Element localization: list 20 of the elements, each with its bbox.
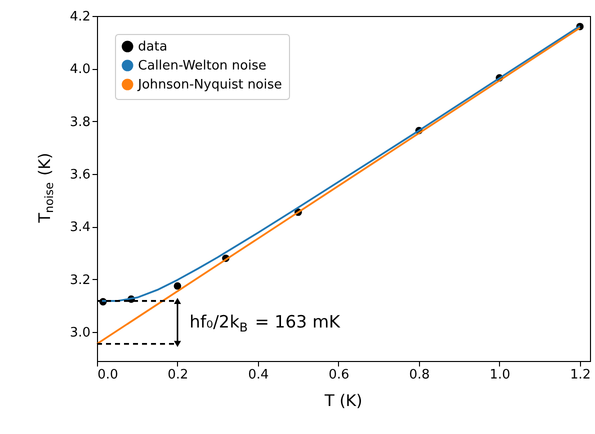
y-tick-label: 3.6 bbox=[70, 168, 90, 183]
y-tick-label: 3.2 bbox=[70, 272, 90, 288]
x-tick-label: 0.4 bbox=[248, 368, 269, 382]
x-tick-label: 0.2 bbox=[168, 368, 188, 382]
x-tick-label: 0.8 bbox=[409, 368, 430, 382]
point bbox=[174, 282, 182, 290]
y-tick-label: 3.4 bbox=[70, 220, 90, 236]
x-tick-label: 0.0 bbox=[98, 368, 118, 382]
x-tick-label: 1.0 bbox=[490, 368, 510, 382]
x-axis-title: T (K) bbox=[324, 391, 362, 410]
x-tick-label: 1.2 bbox=[570, 368, 591, 382]
legend-label: Johnson-Nyquist noise bbox=[137, 78, 282, 92]
x-tick-label: 0.6 bbox=[328, 368, 350, 382]
legend-label: data bbox=[138, 40, 168, 54]
y-tick-label: 3.0 bbox=[70, 326, 90, 341]
legend-label: Callen-Welton noise bbox=[138, 58, 266, 74]
y-tick-label: 4.2 bbox=[70, 10, 90, 24]
y-tick-label: 3.8 bbox=[70, 114, 90, 130]
y-tick-label: 4.0 bbox=[70, 62, 90, 78]
y-axis-title: Tnoise (K) bbox=[35, 152, 56, 224]
